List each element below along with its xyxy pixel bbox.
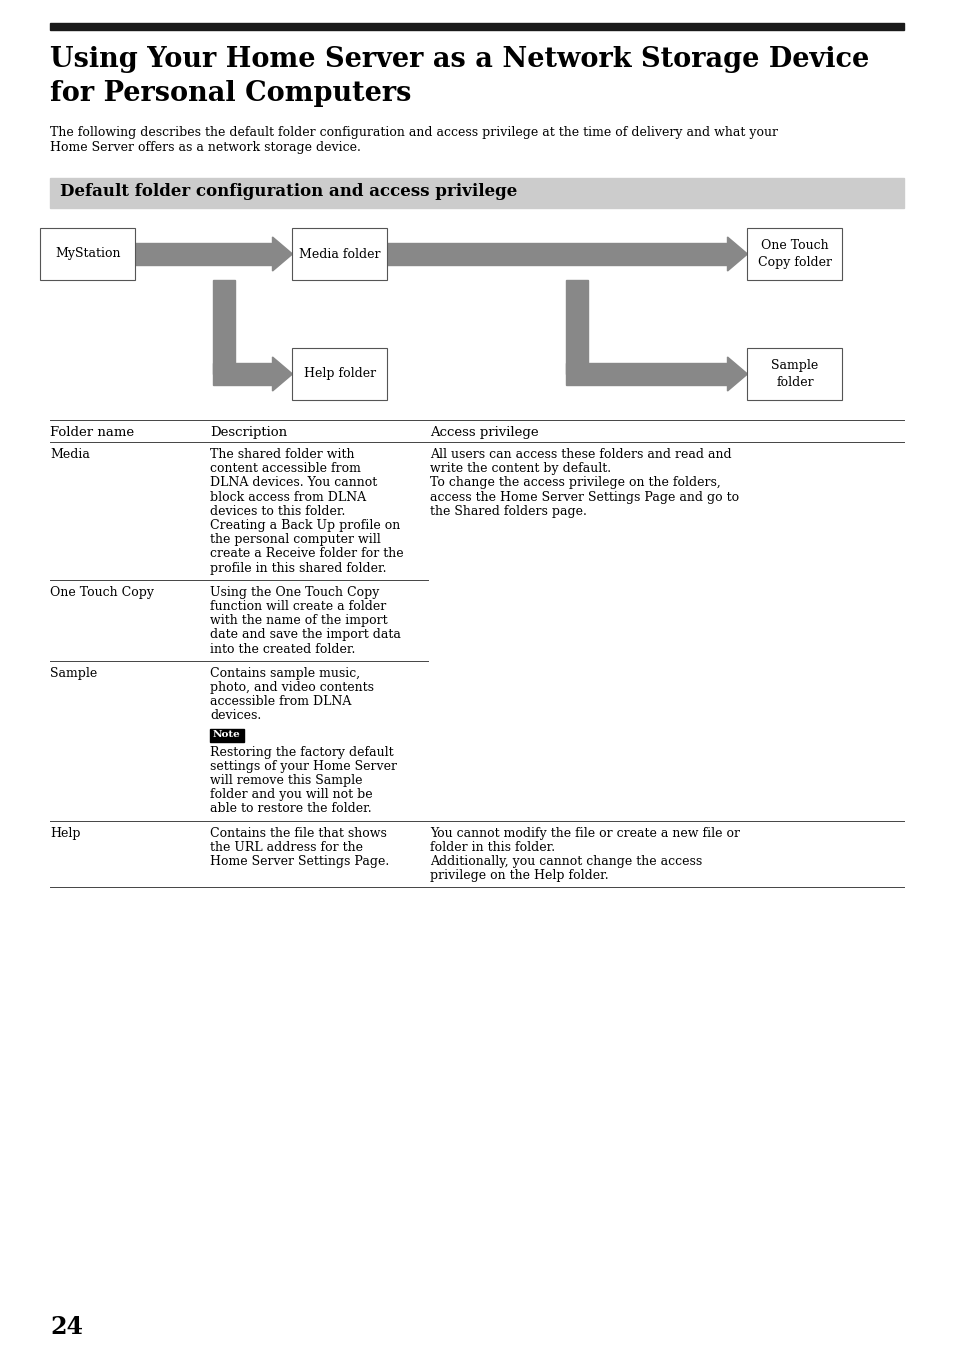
Bar bbox=[747, 227, 841, 280]
Text: Contains sample music,: Contains sample music, bbox=[210, 666, 359, 680]
Text: The following describes the default folder configuration and access privilege at: The following describes the default fold… bbox=[50, 126, 778, 139]
Bar bbox=[213, 363, 273, 385]
Text: Default folder configuration and access privilege: Default folder configuration and access … bbox=[60, 183, 517, 200]
Bar bbox=[210, 728, 244, 742]
Text: MyStation: MyStation bbox=[55, 248, 121, 260]
Text: content accessible from: content accessible from bbox=[210, 462, 360, 475]
Text: with the name of the import: with the name of the import bbox=[210, 615, 387, 627]
Text: Note: Note bbox=[213, 730, 240, 738]
Text: Home Server Settings Page.: Home Server Settings Page. bbox=[210, 854, 389, 868]
Text: the URL address for the: the URL address for the bbox=[210, 841, 363, 854]
Text: able to restore the folder.: able to restore the folder. bbox=[210, 803, 372, 815]
Text: into the created folder.: into the created folder. bbox=[210, 643, 355, 655]
Polygon shape bbox=[273, 237, 293, 271]
Text: write the content by default.: write the content by default. bbox=[430, 462, 611, 475]
Text: Using the One Touch Copy: Using the One Touch Copy bbox=[210, 586, 379, 598]
Text: privilege on the Help folder.: privilege on the Help folder. bbox=[430, 869, 608, 883]
Text: settings of your Home Server: settings of your Home Server bbox=[210, 760, 396, 773]
Text: The shared folder with: The shared folder with bbox=[210, 448, 355, 460]
Text: access the Home Server Settings Page and go to: access the Home Server Settings Page and… bbox=[430, 490, 739, 504]
Polygon shape bbox=[273, 357, 293, 391]
Text: Sample: Sample bbox=[50, 666, 97, 680]
Text: the Shared folders page.: the Shared folders page. bbox=[430, 505, 586, 517]
Text: date and save the import data: date and save the import data bbox=[210, 628, 400, 642]
Text: One Touch Copy: One Touch Copy bbox=[50, 586, 153, 598]
Text: folder in this folder.: folder in this folder. bbox=[430, 841, 555, 854]
Text: Creating a Back Up profile on: Creating a Back Up profile on bbox=[210, 519, 400, 532]
Text: Folder name: Folder name bbox=[50, 427, 134, 439]
Text: 24: 24 bbox=[50, 1315, 83, 1339]
Bar bbox=[747, 348, 841, 399]
Bar bbox=[293, 348, 387, 399]
Text: create a Receive folder for the: create a Receive folder for the bbox=[210, 547, 403, 561]
Text: devices.: devices. bbox=[210, 709, 261, 723]
Text: Access privilege: Access privilege bbox=[430, 427, 538, 439]
Text: Help: Help bbox=[50, 826, 80, 839]
Text: function will create a folder: function will create a folder bbox=[210, 600, 386, 613]
Text: You cannot modify the file or create a new file or: You cannot modify the file or create a n… bbox=[430, 826, 740, 839]
Text: Media: Media bbox=[50, 448, 90, 460]
Text: Help folder: Help folder bbox=[304, 367, 375, 380]
Text: will remove this Sample: will remove this Sample bbox=[210, 774, 362, 787]
Bar bbox=[566, 363, 727, 385]
Text: photo, and video contents: photo, and video contents bbox=[210, 681, 374, 695]
Text: Restoring the factory default: Restoring the factory default bbox=[210, 746, 394, 758]
Text: All users can access these folders and read and: All users can access these folders and r… bbox=[430, 448, 731, 460]
Text: profile in this shared folder.: profile in this shared folder. bbox=[210, 562, 386, 574]
Polygon shape bbox=[727, 357, 747, 391]
Text: Additionally, you cannot change the access: Additionally, you cannot change the acce… bbox=[430, 854, 701, 868]
Text: the personal computer will: the personal computer will bbox=[210, 533, 380, 546]
Text: Home Server offers as a network storage device.: Home Server offers as a network storage … bbox=[50, 141, 360, 154]
Text: Contains the file that shows: Contains the file that shows bbox=[210, 826, 387, 839]
Text: Using Your Home Server as a Network Storage Device: Using Your Home Server as a Network Stor… bbox=[50, 46, 868, 73]
Text: Sample
folder: Sample folder bbox=[771, 359, 818, 389]
Bar bbox=[40, 227, 135, 280]
Text: DLNA devices. You cannot: DLNA devices. You cannot bbox=[210, 477, 376, 489]
Text: One Touch
Copy folder: One Touch Copy folder bbox=[758, 240, 831, 269]
Text: devices to this folder.: devices to this folder. bbox=[210, 505, 345, 517]
Bar bbox=[50, 23, 903, 30]
Text: To change the access privilege on the folders,: To change the access privilege on the fo… bbox=[430, 477, 720, 489]
Text: block access from DLNA: block access from DLNA bbox=[210, 490, 366, 504]
Text: for Personal Computers: for Personal Computers bbox=[50, 80, 411, 107]
Bar bbox=[293, 227, 387, 280]
Bar bbox=[213, 280, 234, 374]
Polygon shape bbox=[727, 237, 747, 271]
Text: accessible from DLNA: accessible from DLNA bbox=[210, 695, 351, 708]
Text: Media folder: Media folder bbox=[299, 248, 380, 260]
Bar bbox=[135, 242, 273, 265]
Bar bbox=[387, 242, 727, 265]
Text: folder and you will not be: folder and you will not be bbox=[210, 788, 373, 802]
Text: Description: Description bbox=[210, 427, 287, 439]
Bar bbox=[50, 177, 903, 209]
Bar bbox=[566, 280, 588, 374]
